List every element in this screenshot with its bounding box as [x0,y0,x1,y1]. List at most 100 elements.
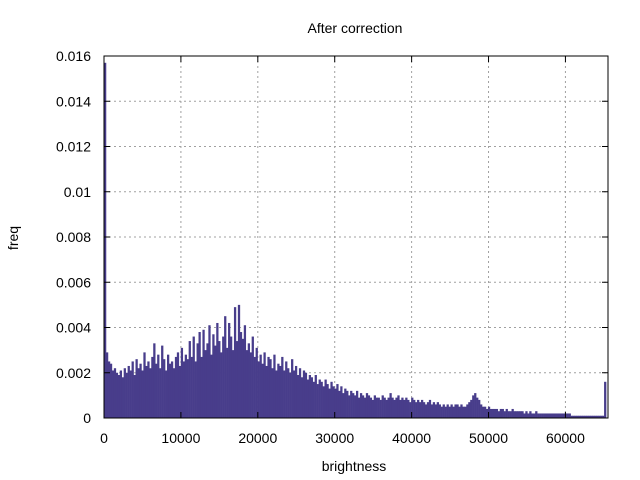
histogram-bar [115,372,119,418]
histogram-bar [521,411,524,418]
histogram-bar [125,372,128,418]
histogram-bar [214,345,217,418]
histogram-bar [446,404,449,418]
histogram-bar [531,413,534,418]
histogram-bar [377,397,380,418]
histogram-bar [527,413,530,418]
histogram-bar [466,404,469,418]
histogram-bar [598,415,601,418]
histogram-bar [550,413,554,418]
histogram-bar [342,393,345,418]
histogram-bar [444,406,447,418]
histogram-bar [383,397,386,418]
histogram-bar [350,390,353,418]
y-tick-label: 0.01 [64,184,91,200]
histogram-bar [255,347,258,418]
grid-lines [104,56,608,418]
histogram-bar [566,413,569,418]
histogram-bar [389,393,392,418]
histogram-bar [539,413,542,418]
histogram-bar [261,363,264,418]
histogram-bar [424,404,428,418]
histogram-bar [523,413,526,418]
histogram-bar [167,354,170,418]
histogram-bar [224,316,227,418]
histogram-bar [578,415,581,418]
histogram-bar [182,361,186,418]
histogram-bar [460,404,463,418]
histogram-bar [279,365,282,418]
histogram-bar [283,370,286,418]
histogram-bar [294,365,298,418]
histogram-bar [306,379,310,418]
histogram-bar [190,356,193,418]
histogram-bar [468,402,471,418]
histogram-bar [570,415,573,418]
histogram-bar [356,390,359,418]
histogram-bar [277,363,280,418]
histogram-bar [228,322,231,418]
histogram-bar [472,395,475,418]
histogram-bar [525,411,528,418]
histogram-bar [464,406,467,418]
histogram-bar [192,336,195,418]
histogram-bar [409,402,412,418]
histogram-bar [149,368,152,418]
histogram-bar [440,406,443,418]
histogram-bar [212,334,215,418]
histogram-bar [574,415,577,418]
histogram-bar [367,395,371,418]
histogram-bar [474,393,477,418]
histogram-bar [168,363,172,418]
y-tick-label: 0.014 [56,93,91,109]
histogram-bar [582,415,585,418]
histogram-bar [338,390,341,418]
histogram-bar [298,368,302,418]
histogram-bar [174,356,178,418]
histogram-bar [340,386,343,418]
histogram-bar [417,399,420,418]
x-tick-label: 0 [100,430,108,446]
x-tick-label: 20000 [238,430,277,446]
histogram-bar [448,406,451,418]
histogram-bar [159,368,162,418]
histogram-bar [558,413,562,418]
histogram-bar [271,368,274,418]
histogram-bar [291,359,294,418]
histogram-bar [109,363,113,418]
histogram-bar [157,354,160,418]
histogram-bar [391,397,394,418]
y-tick-label: 0.016 [56,48,91,64]
histogram-bar [300,377,304,418]
x-tick-label: 60000 [546,430,585,446]
histogram-bar [105,352,109,418]
histogram-bar [476,397,479,418]
histogram-bar [572,415,575,418]
histogram-bar [401,397,404,418]
histogram-bar [586,415,589,418]
histogram-bar [588,415,591,418]
histogram-bar [363,397,367,418]
histogram-bar [489,408,493,418]
histogram-bar [218,341,221,418]
histogram-bar [257,361,260,418]
histogram-bar [263,352,266,418]
histogram-bar [194,361,197,418]
histogram-bar [344,388,347,418]
histogram-bar [245,350,249,418]
histogram-bar [556,413,560,418]
histogram-bar [483,406,487,418]
x-tick-label: 30000 [315,430,354,446]
histogram-bar [226,347,229,418]
histogram-bar [135,359,138,418]
histogram-bar [436,402,439,418]
histogram-bar [172,368,176,418]
histogram-bar [454,404,457,418]
histogram-bar [304,372,308,418]
histogram-bar [196,343,199,418]
histogram-bar [354,395,357,418]
histogram-bar [249,352,252,418]
histogram-bar [505,408,508,418]
histogram-bar [515,411,518,418]
histogram-bar [537,413,540,418]
